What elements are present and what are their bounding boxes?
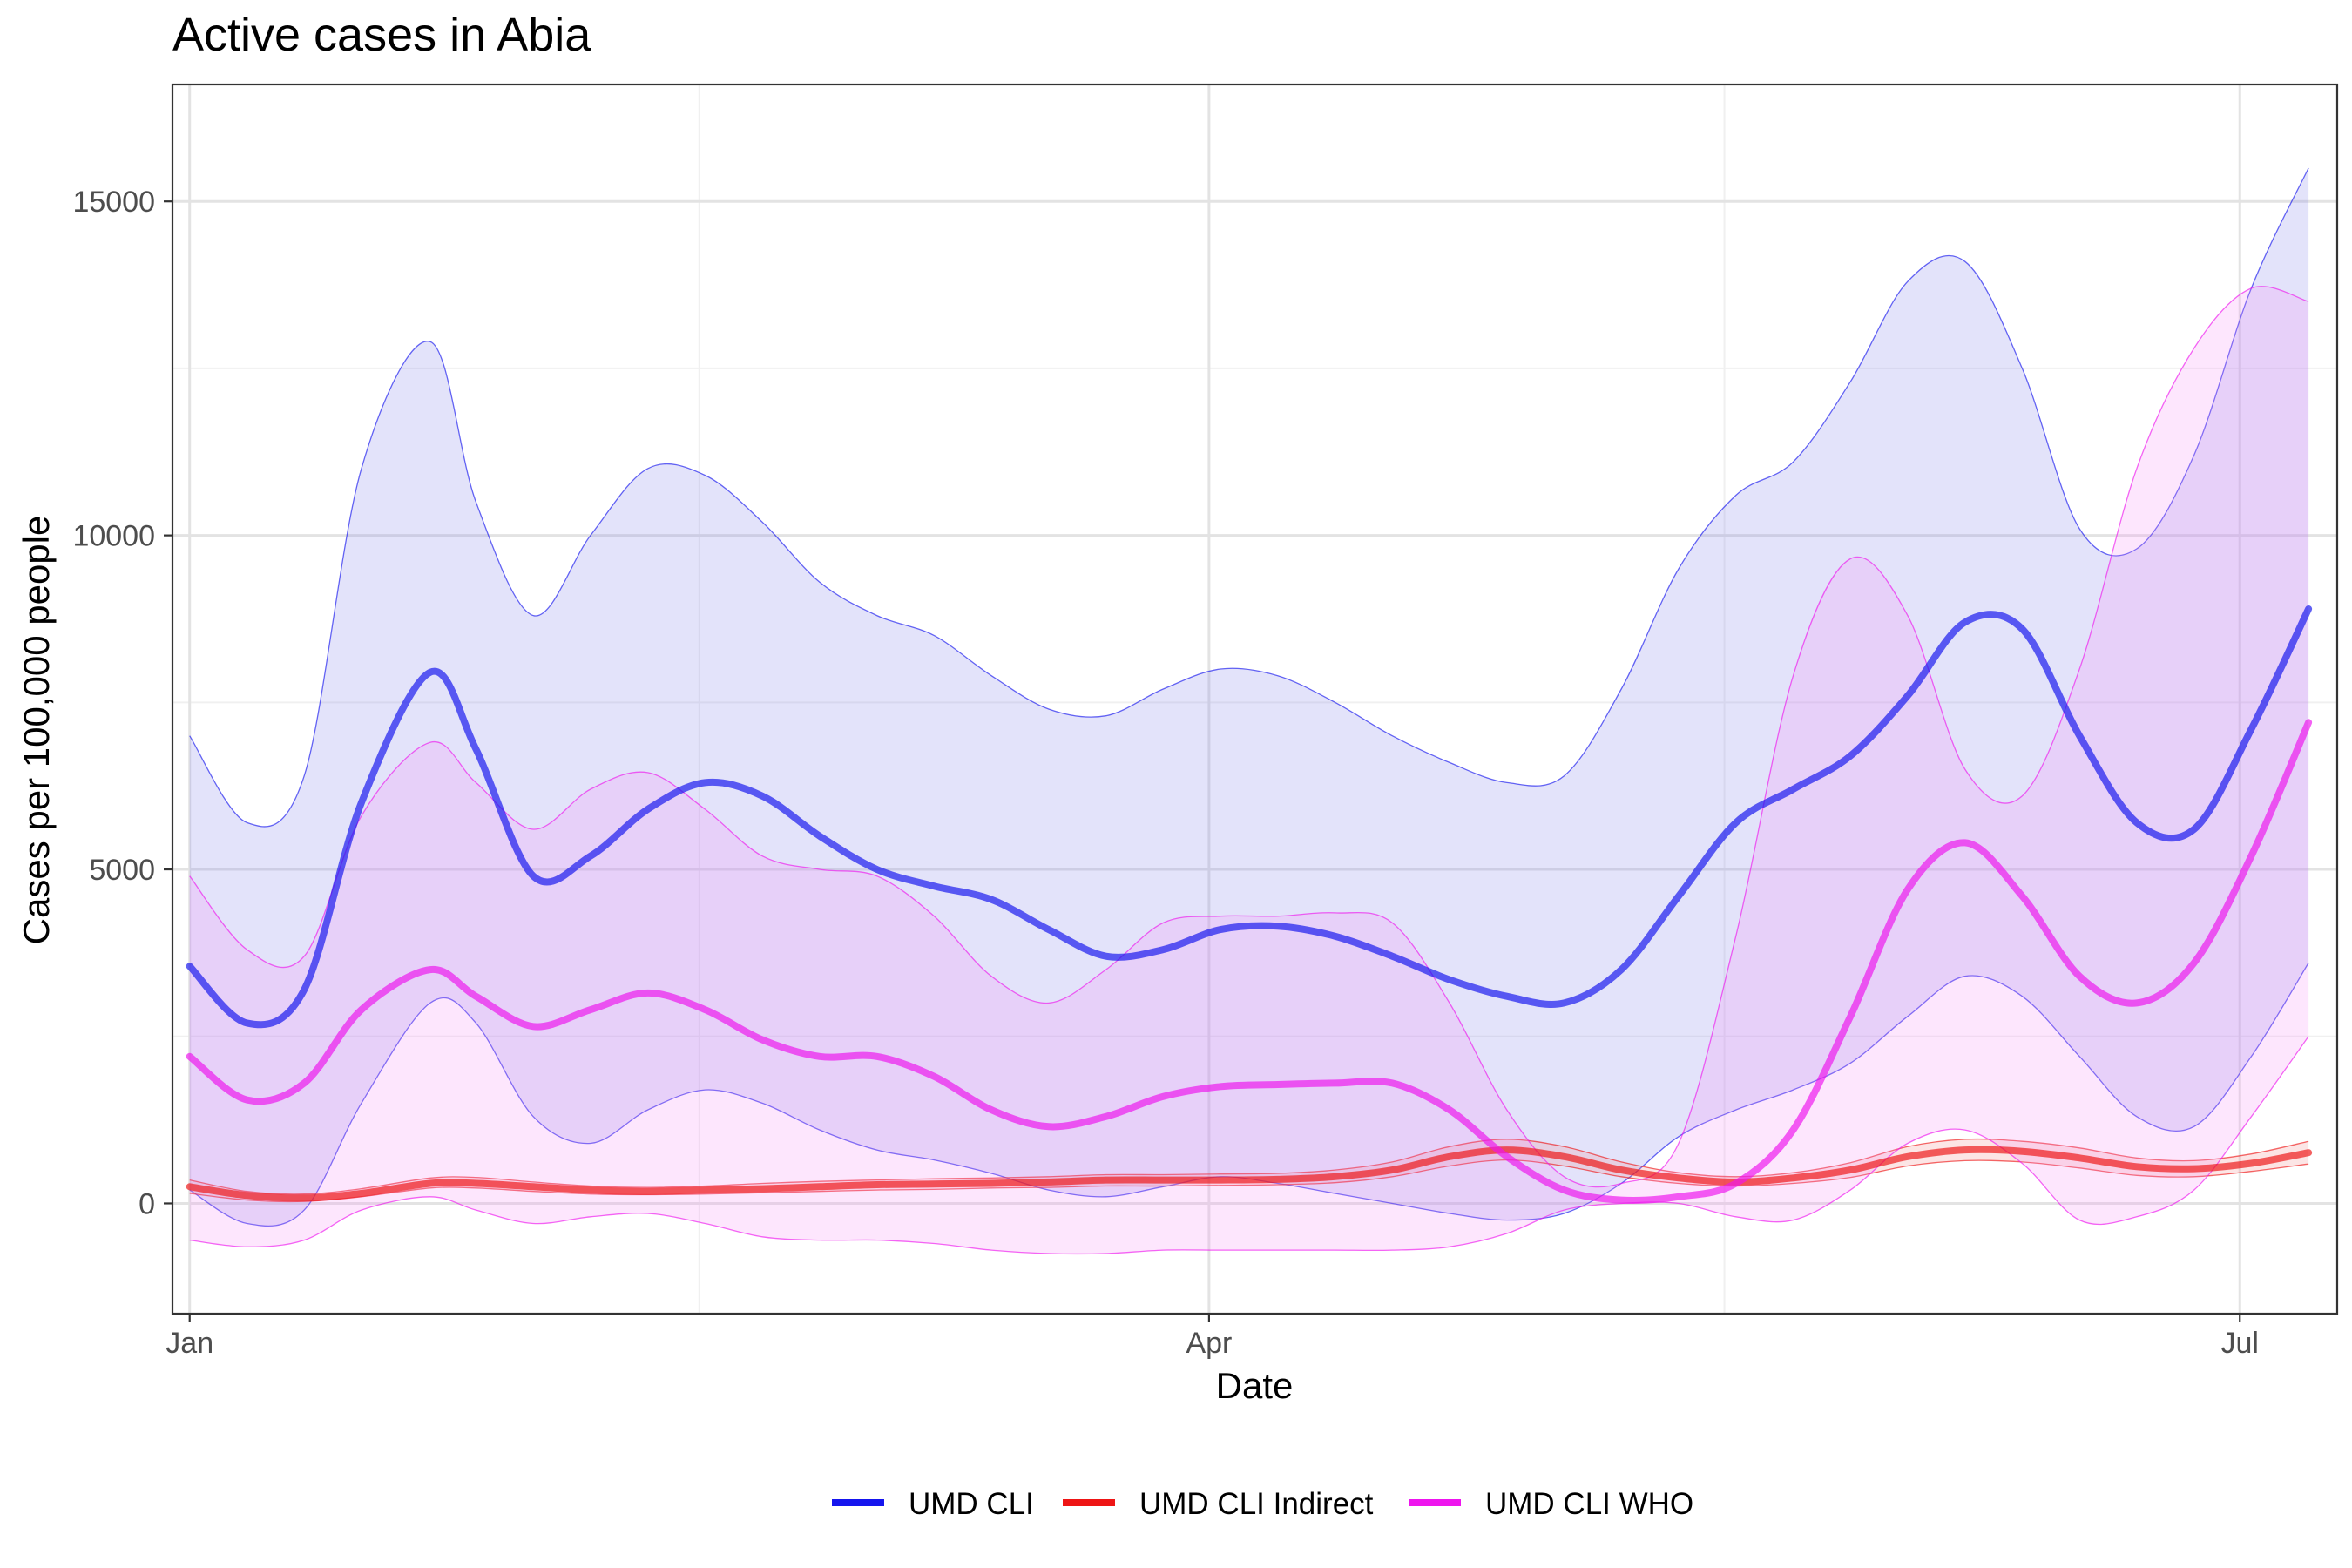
legend-label-umd-cli-who: UMD CLI WHO (1485, 1487, 1693, 1521)
band-group-umd-cli-indirect (189, 1138, 2309, 1203)
ci-lower-umd-cli-indirect (189, 1159, 2309, 1203)
legend-item-umd-cli-indirect: UMD CLI Indirect (1063, 1487, 1374, 1521)
y-tick-label: 5000 (89, 854, 155, 887)
y-axis-title: Cases per 100,000 people (16, 516, 57, 945)
panel-background (172, 84, 2337, 1314)
ci-lower-umd-cli-who (189, 1036, 2309, 1255)
series-line-umd-cli (186, 605, 2313, 1029)
ci-band-umd-cli (189, 167, 2309, 1227)
x-axis-title: Date (1216, 1365, 1294, 1406)
legend-item-umd-cli-who: UMD CLI WHO (1409, 1487, 1693, 1521)
ci-upper-umd-cli-who (189, 286, 2309, 1188)
ci-upper-umd-cli (189, 167, 2309, 828)
panel-border (171, 83, 2339, 1315)
y-tick-label: 0 (139, 1187, 155, 1220)
chart-title: Active cases in Abia (172, 9, 591, 61)
series-line-umd-cli-who (186, 719, 2313, 1205)
band-group-umd-cli-who (189, 286, 2309, 1255)
x-tick-label: Jul (2221, 1327, 2259, 1360)
series-line-umd-cli-indirect (186, 1146, 2313, 1202)
plot-area (172, 84, 2337, 1314)
legend: UMD CLI UMD CLI Indirect UMD CLI WHO (832, 1487, 1693, 1521)
ci-band-umd-cli-who (189, 286, 2309, 1254)
legend-item-umd-cli: UMD CLI (832, 1487, 1034, 1521)
ci-upper-umd-cli-indirect (189, 1138, 2309, 1195)
legend-label-umd-cli-indirect: UMD CLI Indirect (1139, 1487, 1374, 1521)
axes: 0 5000 10000 15000 Jan Apr Jul (72, 83, 2339, 1360)
x-tick-label: Apr (1186, 1327, 1232, 1360)
y-tick-label: 10000 (72, 520, 155, 553)
y-tick-label: 15000 (72, 186, 155, 219)
x-tick-label: Jan (166, 1327, 213, 1360)
legend-label-umd-cli: UMD CLI (909, 1487, 1034, 1521)
